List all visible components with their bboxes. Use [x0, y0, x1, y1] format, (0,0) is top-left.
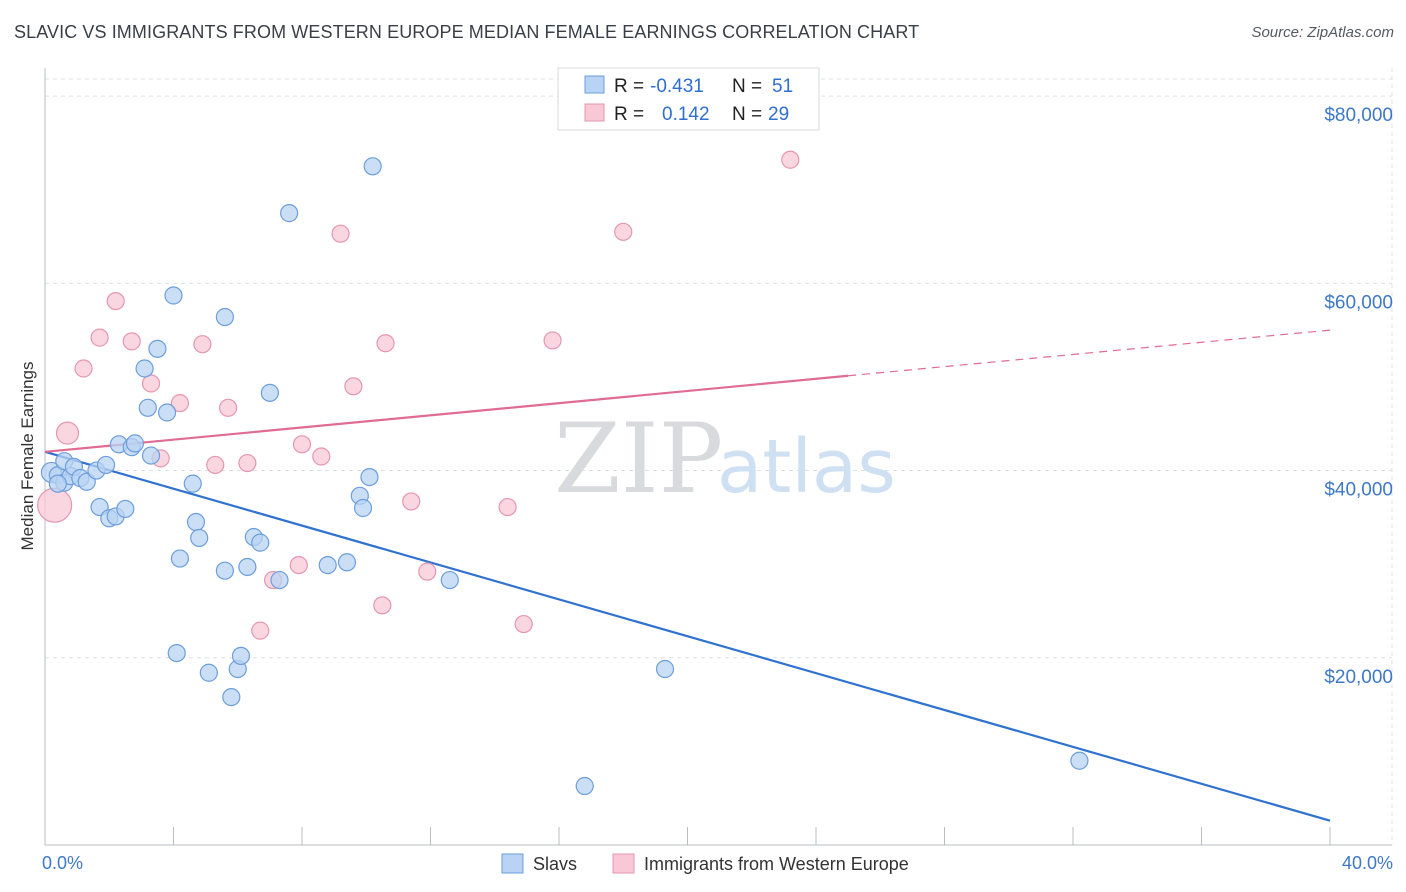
legend-n-label-slavs: N = — [732, 76, 762, 97]
x-tick-label: 0.0% — [42, 853, 83, 873]
legend-r-value-immigrants: 0.142 — [662, 104, 710, 125]
immigrants-point — [543, 331, 562, 350]
immigrants-point — [206, 455, 225, 475]
legend-swatch-immigrants — [584, 103, 605, 122]
slavs-point — [270, 570, 289, 590]
immigrants-point — [251, 621, 270, 640]
slavs-point — [48, 474, 67, 493]
source-label: Source: ZipAtlas.com — [1251, 24, 1394, 41]
immigrants-point — [90, 328, 109, 347]
legend-n-value-slavs: 51 — [772, 76, 793, 97]
slavs-point — [96, 455, 116, 475]
slavs-point — [280, 204, 299, 223]
slavs-point — [116, 499, 135, 519]
immigrants-point — [141, 374, 161, 393]
axes — [44, 68, 1392, 846]
slavs-point — [186, 512, 206, 532]
immigrants-point — [373, 596, 392, 615]
slavs-point — [135, 359, 154, 378]
slavs-point — [1070, 751, 1089, 770]
slavs-point — [190, 528, 209, 548]
legend-n-value-immigrants: 29 — [768, 104, 789, 125]
slavs-point — [238, 557, 257, 577]
immigrants-point — [289, 555, 308, 575]
slavs-point — [440, 570, 459, 590]
x-tick-labels: 0.0% 40.0% — [42, 853, 1393, 873]
immigrants-point — [312, 447, 331, 466]
slavs-trend-line — [44, 450, 1331, 822]
x-tick-label: 40.0% — [1342, 853, 1393, 873]
slavs-point — [215, 561, 234, 580]
immigrants-point — [74, 359, 93, 378]
slavs-point — [337, 553, 357, 572]
immigrants-point — [331, 224, 350, 243]
immigrants-point — [55, 421, 80, 445]
chart-title: SLAVIC VS IMMIGRANTS FROM WESTERN EUROPE… — [14, 22, 920, 42]
slavs-point — [363, 157, 382, 176]
slavs-point — [157, 403, 177, 422]
y-tick-label: $40,000 — [1324, 480, 1393, 501]
bottom-legend-label-immigrants: Immigrants from Western Europe — [644, 854, 909, 874]
watermark: ZIP atlas — [554, 403, 896, 515]
slavs-point — [360, 467, 379, 487]
immigrants-point — [402, 492, 421, 511]
legend-r-label-immigrants: R = — [614, 104, 644, 125]
slavs-point — [251, 533, 270, 552]
y-tick-label: $20,000 — [1324, 667, 1393, 688]
slavs-point — [318, 555, 337, 575]
slavs-point — [183, 474, 202, 493]
immigrants-trend-line — [44, 374, 849, 453]
slavs-point — [222, 687, 241, 707]
data-points — [37, 150, 1089, 796]
grid — [45, 68, 1393, 845]
slavs-point — [215, 307, 234, 327]
immigrants-point — [781, 150, 800, 169]
slavs-point — [148, 339, 167, 358]
slavs-point — [231, 646, 251, 665]
immigrants-point — [122, 332, 141, 351]
y-tick-label: $80,000 — [1324, 105, 1393, 126]
bottom-legend-swatch-immigrants — [612, 853, 635, 874]
immigrants-point — [344, 377, 363, 396]
slavs-point — [655, 659, 675, 679]
bottom-legend-swatch-slavs — [501, 853, 524, 874]
immigrants-point — [238, 453, 257, 473]
immigrants-point — [418, 562, 437, 581]
bottom-legend-label-slavs: Slavs — [533, 854, 577, 874]
legend-r-value-slavs: -0.431 — [650, 76, 704, 97]
slavs-point — [164, 286, 183, 305]
slavs-point — [170, 549, 190, 568]
immigrants-point — [106, 292, 125, 311]
slavs-point — [125, 434, 145, 453]
slavs-point — [575, 776, 594, 796]
watermark-atlas: atlas — [717, 424, 896, 510]
y-axis-label: Median Female Earnings — [18, 362, 37, 551]
series-legend: Slavs Immigrants from Western Europe — [501, 853, 909, 874]
trend-lines — [44, 329, 1331, 822]
immigrants-point — [37, 487, 73, 523]
legend-r-label-slavs: R = — [614, 76, 644, 97]
correlation-legend: R = -0.431 N = 51 R = 0.142 N = 29 — [557, 67, 820, 131]
slavs-point — [199, 663, 218, 682]
immigrants-point — [614, 222, 633, 241]
immigrants-point — [170, 394, 190, 413]
legend-n-label-immigrants: N = — [732, 104, 762, 125]
immigrants-point — [514, 614, 533, 634]
y-tick-label: $60,000 — [1324, 292, 1393, 313]
slavs-point — [141, 446, 161, 465]
immigrants-point — [292, 435, 312, 454]
immigrants-point — [498, 497, 517, 517]
slavs-point — [167, 643, 186, 663]
immigrants-point — [376, 334, 395, 353]
slavs-point — [260, 383, 279, 402]
immigrants-point — [219, 398, 238, 417]
slavs-point — [353, 498, 373, 518]
immigrants-point — [193, 335, 212, 354]
slavs-point — [138, 398, 157, 417]
immigrants-trend-line-extension — [848, 329, 1331, 377]
watermark-zip: ZIP — [554, 403, 723, 515]
y-tick-labels: $20,000 $40,000 $60,000 $80,000 — [1324, 105, 1393, 688]
legend-swatch-slavs — [584, 75, 605, 94]
